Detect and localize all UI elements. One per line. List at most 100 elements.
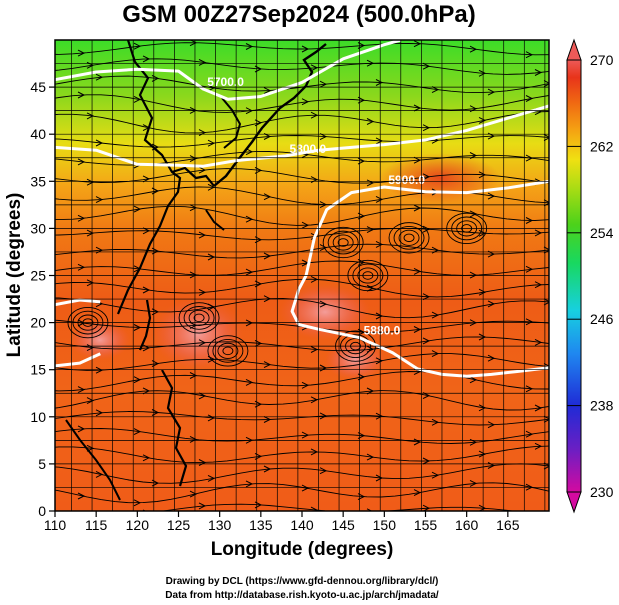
streamline xyxy=(55,428,549,444)
streamline xyxy=(55,353,549,371)
plot-area: 5700.0 5800.0 5900.0 5880.0 xyxy=(55,40,549,511)
flow-arrow xyxy=(534,281,543,289)
flow-arrow xyxy=(357,96,366,104)
flow-arrow xyxy=(534,404,543,412)
flow-arrow xyxy=(422,457,431,465)
vortex-ring xyxy=(217,342,239,359)
flow-arrow xyxy=(375,474,384,482)
flow-arrow xyxy=(375,137,384,145)
credit-drawing: Drawing by DCL (https://www.gfd-dennou.o… xyxy=(166,576,439,587)
flow-arrow xyxy=(478,450,487,458)
y-axis-label: Latitude (degrees) xyxy=(4,193,25,358)
flow-arrow xyxy=(142,454,151,462)
indochina-coastline xyxy=(65,419,121,501)
flow-arrow xyxy=(310,275,319,283)
flow-arrow xyxy=(310,448,319,456)
colorbar-tick-label: 230 xyxy=(590,484,614,500)
vortex-ring xyxy=(393,225,425,250)
flow-arrow xyxy=(207,139,216,147)
flow-arrow xyxy=(366,179,375,187)
streamline xyxy=(55,75,549,94)
flow-arrow xyxy=(534,338,543,346)
flow-arrow xyxy=(478,333,487,341)
streamline xyxy=(55,111,549,134)
flow-arrow xyxy=(543,298,549,306)
colorbar-top-arrow xyxy=(566,38,582,61)
flow-arrow xyxy=(133,499,142,507)
flow-arrow xyxy=(263,252,272,260)
flow-arrow xyxy=(263,193,272,201)
contour-label: 5800.0 xyxy=(290,142,327,156)
flow-arrow xyxy=(543,415,549,423)
flow-arrow xyxy=(245,378,254,386)
kyushu-coastline xyxy=(205,209,225,231)
flow-arrow xyxy=(263,416,272,423)
flow-arrow xyxy=(525,217,534,224)
flow-arrow xyxy=(319,244,328,252)
x-tick-label: 150 xyxy=(373,517,397,533)
warm-core-typhoon-west xyxy=(153,298,243,370)
streamline xyxy=(55,58,549,75)
flow-arrow xyxy=(245,215,254,223)
flow-arrow xyxy=(534,442,543,450)
flow-arrow xyxy=(413,156,422,164)
flow-arrow xyxy=(189,271,198,279)
y-tick-label: 5 xyxy=(38,456,46,472)
contour-label: 5900.0 xyxy=(388,173,425,187)
flow-arrow xyxy=(469,271,478,279)
flow-arrow xyxy=(310,506,319,511)
flow-arrow xyxy=(535,510,536,511)
flow-arrow xyxy=(77,319,86,327)
flow-arrow xyxy=(142,55,151,63)
flow-arrow xyxy=(95,470,104,478)
streamline xyxy=(55,94,549,113)
sakhalin-coastline xyxy=(221,97,242,149)
contour-label: 5880.0 xyxy=(364,324,401,338)
flow-arrow xyxy=(86,178,95,186)
streamline xyxy=(55,319,549,333)
flow-arrow xyxy=(375,240,384,248)
flow-arrow xyxy=(77,91,86,99)
flow-arrow xyxy=(133,205,142,213)
contour-line xyxy=(55,298,101,307)
y-tick-label: 30 xyxy=(30,220,46,236)
flow-arrow xyxy=(310,111,319,119)
flow-arrow xyxy=(301,221,310,229)
flow-arrow xyxy=(534,229,543,237)
x-axis-label: Longitude (degrees) xyxy=(211,539,394,560)
streamline xyxy=(55,336,549,352)
flow-arrow xyxy=(142,227,151,235)
flow-arrow xyxy=(301,381,310,389)
flow-arrow xyxy=(422,62,431,70)
korea-coastline xyxy=(171,166,215,187)
vortex-ring xyxy=(207,335,249,367)
flow-arrow xyxy=(487,88,496,96)
flow-arrow xyxy=(207,84,216,92)
height-contours: 5700.0 5800.0 5900.0 5880.0 xyxy=(55,40,549,378)
colorbar-tick-label: 254 xyxy=(590,225,614,241)
x-tick-label: 140 xyxy=(290,517,314,533)
flow-arrow xyxy=(375,79,384,86)
flow-arrow xyxy=(357,157,366,165)
flow-arrow xyxy=(319,467,328,475)
flow-arrow xyxy=(95,196,104,204)
flow-arrow xyxy=(189,490,198,498)
x-tick-label: 125 xyxy=(167,517,191,533)
flow-arrow xyxy=(86,112,95,120)
x-tick-label: 115 xyxy=(85,517,108,533)
flow-arrow xyxy=(77,158,86,166)
flow-arrow xyxy=(77,263,86,271)
flow-arrow xyxy=(95,366,104,374)
flow-arrow xyxy=(263,361,272,369)
contour-label: 5700.0 xyxy=(207,75,244,89)
flow-arrow xyxy=(478,504,487,511)
flow-arrow xyxy=(487,192,496,200)
colorbar-tick-label: 238 xyxy=(590,398,614,414)
flow-arrow xyxy=(469,376,478,384)
flow-arrow xyxy=(245,43,254,50)
y-tick-label: 15 xyxy=(30,362,46,378)
flow-arrow xyxy=(366,508,373,511)
streamline xyxy=(55,463,549,484)
flow-arrow xyxy=(77,49,86,57)
flow-arrow xyxy=(543,134,549,141)
